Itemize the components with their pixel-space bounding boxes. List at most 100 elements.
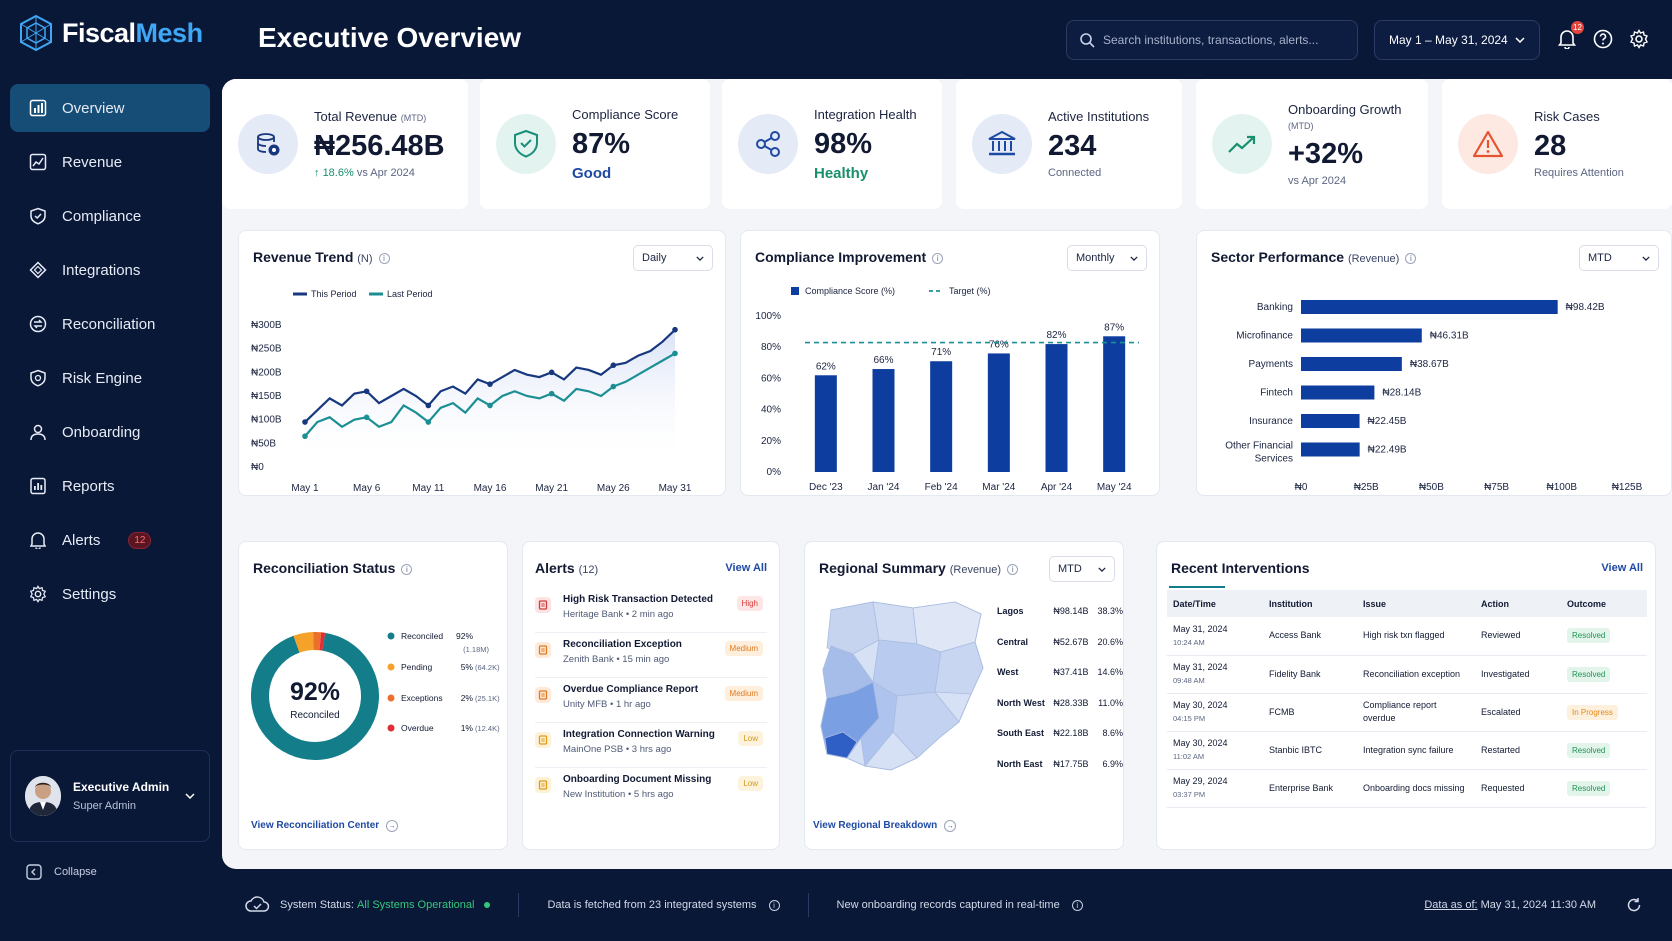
column-header[interactable]: Outcome [1561,590,1647,617]
table-row[interactable]: May 30, 2024 11:02 AM Stanbic IBTC Integrat… [1167,731,1647,770]
nigeria-region-map[interactable] [813,598,993,778]
global-search[interactable] [1066,20,1358,60]
notifications-button[interactable]: 12 [1556,21,1584,50]
alert-item[interactable]: High Risk Transaction Detected Heritage B… [535,594,763,634]
region-row[interactable]: Central ₦52.67B 20.6% [997,637,1123,647]
brand-logo[interactable]: FiscalMesh [18,14,203,52]
sidebar-item-overview[interactable]: Overview [10,84,210,132]
cell-issue: High risk txn flagged [1357,617,1475,656]
sidebar-item-alerts[interactable]: Alerts 12 [10,516,210,564]
cell-institution: Enterprise Bank [1263,769,1357,808]
x-tick-label: Apr '24 [1041,482,1073,493]
kpi-total-revenue[interactable]: Total Revenue (MTD) ₦256.48B ↑ 18.6% vs … [222,79,468,209]
donut-slice [251,632,379,760]
refresh-icon[interactable] [1626,897,1642,913]
sidebar-item-reconciliation[interactable]: Reconciliation [10,300,210,348]
regional-period-select[interactable]: MTD [1049,556,1115,582]
column-header[interactable]: Issue [1357,590,1475,617]
warning-icon [535,732,551,748]
collapse-sidebar-button[interactable]: Collapse [26,864,97,880]
y-tick-label: ₦100B [251,415,282,426]
alert-item[interactable]: Reconciliation Exception Zenith Bank • 15… [535,639,763,679]
view-reconciliation-center-link[interactable]: View Reconciliation Center → [251,820,398,832]
compliance-period-select[interactable]: Monthly [1067,245,1147,271]
donut-slice [293,632,315,653]
revenue-period-select[interactable]: Daily [633,245,713,271]
region-row[interactable]: West ₦37.41B 14.6% [997,667,1123,677]
sidebar-item-risk-engine[interactable]: Risk Engine [10,354,210,402]
legend-label: Exceptions [401,693,443,703]
cell-institution: Stanbic IBTC [1263,731,1357,770]
table-row[interactable]: May 31, 2024 09:48 AM Fidelity Bank Reconci… [1167,655,1647,694]
sidebar-item-reports[interactable]: Reports [10,462,210,510]
cell-issue: Compliance report overdue [1357,693,1475,732]
sidebar-item-onboarding[interactable]: Onboarding [10,408,210,456]
cell-outcome: Resolved [1561,617,1647,656]
alert-item[interactable]: Integration Connection Warning MainOne PS… [535,729,763,769]
sidebar-item-compliance[interactable]: Compliance [10,192,210,240]
cell-issue: Reconciliation exception [1357,655,1475,694]
table-row[interactable]: May 31, 2024 10:24 AM Access Bank High risk… [1167,617,1647,656]
region-pct: 20.6% [1097,636,1123,647]
data-point [548,369,555,376]
sidebar-item-integrations[interactable]: Integrations [10,246,210,294]
data-point [487,402,493,409]
region-value: ₦28.33B [1053,697,1089,708]
alerts-view-all-link[interactable]: View All [725,562,767,574]
sector-bar-chart: ₦0 ₦25B ₦50B ₦75B ₦100B ₦125B ₦98.42B Banking ₦4… [1225,300,1643,493]
cell-institution: Access Bank [1263,617,1357,656]
sidebar-item-label: Risk Engine [62,369,143,387]
region-row[interactable]: North East ₦17.75B 6.9% [997,759,1123,769]
info-icon[interactable]: i [1071,899,1083,911]
alert-title: Overdue Compliance Report [563,684,699,695]
region-row[interactable]: North West ₦28.33B 11.0% [997,698,1123,708]
alert-sub: Heritage Bank • 2 min ago [563,609,674,620]
outcome-badge: Resolved [1567,742,1611,758]
user-name: Executive Admin [73,780,170,794]
region-row[interactable]: Lagos ₦98.14B 38.3% [997,606,1123,616]
view-regional-breakdown-link[interactable]: View Regional Breakdown → [813,820,957,832]
y-tick-label: 40% [761,405,781,416]
table-row[interactable]: May 30, 2024 04:15 PM FCMB Compliance repor… [1167,693,1647,732]
settings-button[interactable] [1628,28,1650,50]
sidebar-item-settings[interactable]: Settings [10,570,210,618]
user-profile-menu[interactable]: Executive Admin Super Admin [10,750,210,842]
info-icon[interactable]: i [768,899,780,911]
alert-item[interactable]: Overdue Compliance Report Unity MFB • 1 h… [535,684,763,724]
alert-title: Reconciliation Exception [563,639,682,650]
legend-pct: 1% [461,723,474,733]
interventions-view-all-link[interactable]: View All [1601,562,1643,574]
user-icon [30,424,46,441]
kpi-active-institutions[interactable]: Active Institutions 234 Connected [956,79,1182,209]
kpi-risk-cases[interactable]: Risk Cases 28 Requires Attention [1442,79,1672,209]
kpi-value: 98% [814,127,873,160]
legend-label: Compliance Score (%) [805,286,895,296]
region-row[interactable]: South East ₦22.18B 8.6% [997,728,1123,738]
bar-value-label: 71% [931,347,951,358]
region-name: North West [997,697,1045,708]
alert-item[interactable]: Onboarding Document Missing New Instituti… [535,774,763,814]
date-range-picker[interactable]: May 1 – May 31, 2024 [1374,20,1540,60]
kpi-label: Onboarding Growth (MTD) [1288,101,1402,131]
chevron-down-icon [696,255,704,261]
sidebar-item-revenue[interactable]: Revenue [10,138,210,186]
search-input[interactable] [1103,33,1343,47]
x-tick-label: May 26 [597,483,630,494]
bar-value-label: ₦22.49B [1368,445,1407,456]
x-tick-label: ₦50B [1419,482,1444,493]
sidebar-item-label: Overview [62,99,125,117]
column-header[interactable]: Date/Time [1167,590,1263,617]
table-row[interactable]: May 29, 2024 03:37 PM Enterprise Bank Onboa… [1167,769,1647,808]
kpi-onboarding-growth[interactable]: Onboarding Growth (MTD) +32% vs Apr 2024 [1196,79,1428,209]
kpi-icon [972,114,1032,174]
column-header[interactable]: Action [1475,590,1561,617]
severity-badge: High [736,596,763,611]
y-tick-label: ₦250B [251,344,282,355]
help-button[interactable] [1592,28,1614,50]
column-header[interactable]: Institution [1263,590,1357,617]
x-tick-label: May 6 [353,483,381,494]
kpi-integration-health[interactable]: Integration Health 98% Healthy [722,79,942,209]
kpi-compliance-score[interactable]: Compliance Score 87% Good [480,79,710,209]
onboarding-realtime-text: New onboarding records captured in real-… [836,899,1060,911]
sector-period-select[interactable]: MTD [1579,245,1659,271]
